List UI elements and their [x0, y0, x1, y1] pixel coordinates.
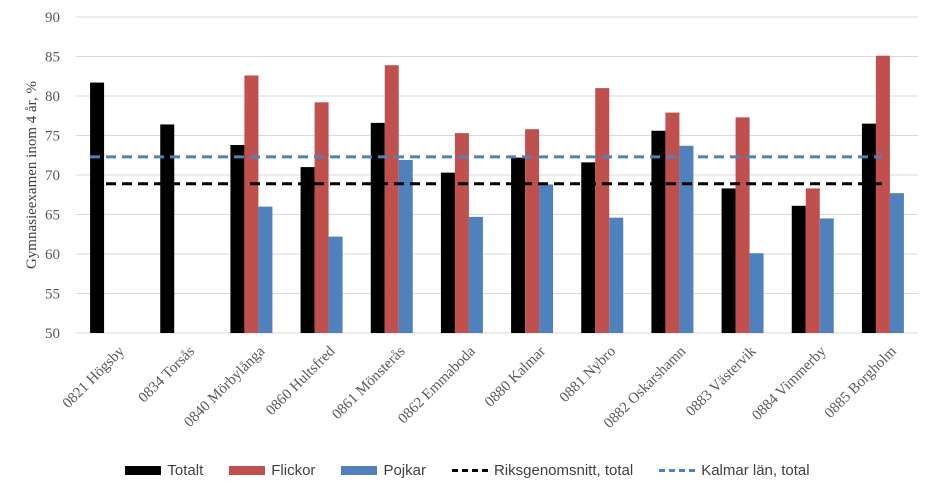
- y-axis-ticks: 50 55 60 65 70 75 80 85 90: [45, 10, 60, 342]
- legend-item-kalmar-lan[interactable]: Kalmar län, total: [659, 461, 810, 479]
- y-tick-label: 60: [45, 247, 60, 263]
- legend-swatch-pojkar: [341, 465, 378, 475]
- x-tick-label: 0821 Högsby: [60, 343, 129, 412]
- y-tick-label: 80: [45, 89, 60, 105]
- bars: [90, 55, 904, 334]
- bar-flickor: [454, 133, 469, 333]
- bar-totalt: [370, 122, 385, 333]
- x-tick-label: 0881 Nybro: [557, 344, 619, 406]
- bar-flickor: [314, 102, 329, 333]
- y-tick-label: 70: [45, 168, 60, 184]
- bar-pojkar: [679, 145, 694, 333]
- bar-totalt: [230, 144, 245, 333]
- bar-flickor: [805, 188, 820, 333]
- y-tick-label: 75: [45, 129, 60, 145]
- legend-swatch-riksgenomsnitt: [451, 468, 488, 472]
- y-tick-label: 50: [45, 326, 60, 342]
- x-tick-label: 0883 Västervik: [683, 343, 760, 420]
- bar-flickor: [875, 55, 890, 334]
- bar-flickor: [665, 112, 680, 333]
- y-tick-label: 85: [45, 50, 60, 66]
- x-tick-label: 0861 Mönsterås: [329, 343, 408, 422]
- bar-pojkar: [819, 218, 834, 333]
- bar-pojkar: [468, 216, 483, 333]
- x-tick-label: 0885 Borgholm: [822, 343, 900, 421]
- bar-totalt: [511, 157, 526, 333]
- bar-pojkar: [258, 206, 273, 333]
- bar-totalt: [721, 188, 736, 333]
- x-tick-label: 0862 Emmaboda: [395, 343, 479, 427]
- legend: Totalt Flickor Pojkar Riksgenomsnitt, to…: [0, 458, 935, 482]
- bar-totalt: [581, 162, 596, 333]
- bar-pojkar: [398, 159, 413, 333]
- bar-pojkar: [539, 184, 554, 333]
- bar-totalt: [651, 130, 666, 333]
- legend-swatch-kalmar-lan: [659, 468, 696, 472]
- bar-totalt: [160, 124, 175, 333]
- legend-item-totalt[interactable]: Totalt: [125, 462, 203, 479]
- legend-label-riksgenomsnitt: Riksgenomsnitt, total: [493, 461, 634, 479]
- legend-swatch-totalt: [125, 465, 162, 475]
- bar-pojkar: [889, 193, 904, 333]
- bar-pojkar: [749, 253, 764, 333]
- legend-item-pojkar[interactable]: Pojkar: [341, 462, 426, 479]
- y-tick-label: 55: [45, 287, 60, 303]
- y-tick-label: 90: [45, 10, 60, 26]
- y-axis-label: Gymnasieexamen inom 4 år, %: [24, 81, 40, 269]
- bar-totalt: [861, 123, 876, 334]
- grid-lines: [76, 16, 918, 334]
- bar-flickor: [244, 75, 259, 334]
- bar-totalt: [300, 167, 315, 333]
- x-tick-label: 0884 Vimmerby: [749, 343, 830, 424]
- bar-flickor: [384, 65, 399, 333]
- bar-flickor: [735, 117, 750, 333]
- bar-pojkar: [609, 217, 624, 333]
- bar-flickor: [525, 129, 540, 333]
- x-tick-label: 0834 Torsås: [136, 343, 199, 406]
- legend-label-kalmar-lan: Kalmar län, total: [701, 461, 810, 479]
- bar-totalt: [90, 82, 105, 333]
- x-tick-label: 0880 Kalmar: [482, 344, 549, 411]
- bar-pojkar: [328, 236, 343, 333]
- reference-lines: [90, 155, 882, 186]
- legend-item-flickor[interactable]: Flickor: [229, 462, 315, 479]
- legend-label-flickor: Flickor: [271, 461, 316, 479]
- legend-swatch-flickor: [229, 465, 266, 475]
- legend-label-pojkar: Pojkar: [383, 461, 426, 479]
- bar-totalt: [440, 172, 455, 333]
- legend-item-riksgenomsnitt[interactable]: Riksgenomsnitt, total: [451, 461, 634, 479]
- bar-flickor: [595, 88, 610, 333]
- y-tick-label: 65: [45, 208, 60, 224]
- bar-totalt: [791, 205, 806, 333]
- x-tick-label: 0860 Hultsfred: [263, 343, 339, 419]
- legend-label-totalt: Totalt: [167, 461, 204, 479]
